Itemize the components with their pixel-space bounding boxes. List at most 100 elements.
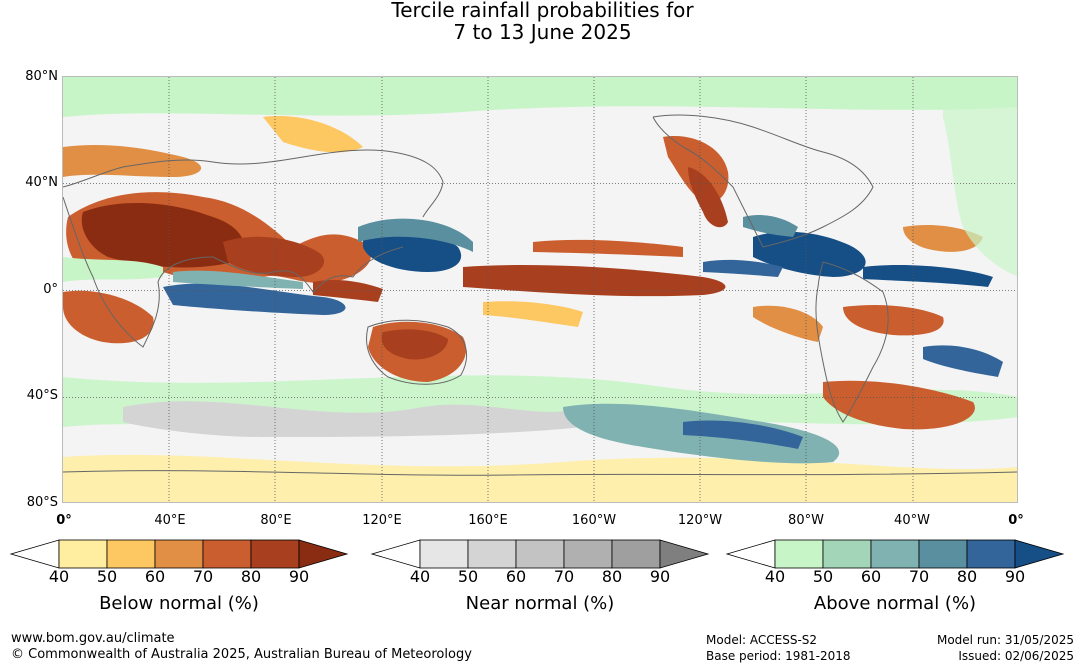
region-near-normal-south xyxy=(123,401,583,437)
region-below-normal-arabia xyxy=(223,236,325,277)
region-above-normal-south-atlantic xyxy=(923,345,1003,377)
region-below-normal-europe xyxy=(63,145,202,177)
legend-below-swatch-3 xyxy=(154,539,204,569)
footer-url: www.bom.gov.au/climate xyxy=(11,631,175,646)
legend-above-swatch-1 xyxy=(774,539,824,569)
legend-near-tick-60: 60 xyxy=(505,567,527,586)
region-below-normal-south-atlantic xyxy=(823,380,975,430)
coastlines xyxy=(63,114,1017,476)
legend-above-colorbar xyxy=(725,539,1065,569)
region-below-normal-equatorial-pacific xyxy=(463,265,726,297)
lon-label-160e: 160°E xyxy=(468,513,508,528)
footer-copyright: © Commonwealth of Australia 2025, Austra… xyxy=(11,647,472,662)
legend-below-tick-70: 70 xyxy=(192,567,214,586)
coastline-south-asia xyxy=(212,246,404,293)
legend-near-caption: Near normal (%) xyxy=(465,593,615,614)
legend-below-swatch-2 xyxy=(106,539,156,569)
legend-above-swatch-5 xyxy=(966,539,1016,569)
legend-above-tick-90: 90 xyxy=(1004,567,1026,586)
region-below-normal-siberia xyxy=(263,116,363,153)
legend-above-caption: Above normal (%) xyxy=(813,593,977,614)
region-above-normal-philippine-sea-edge xyxy=(358,218,473,252)
legend-near-swatch-5 xyxy=(611,539,661,569)
legend-below-swatch-low xyxy=(9,539,60,569)
lon-label-120e: 120°E xyxy=(362,513,402,528)
legend-near-tick-40: 40 xyxy=(409,567,431,586)
region-below-normal-indonesia xyxy=(313,279,383,302)
footer-base-period: Base period: 1981-2018 xyxy=(706,649,851,663)
legend-above-swatch-high xyxy=(1014,539,1065,569)
legend-above-swatch-3 xyxy=(870,539,920,569)
legend-above-swatch-4 xyxy=(918,539,968,569)
legend-above-swatch-low xyxy=(725,539,776,569)
region-below-normal-north-atlantic xyxy=(903,225,983,252)
map-graphic xyxy=(63,77,1017,502)
legend-below-tick-90: 90 xyxy=(288,567,310,586)
legend-below-swatch-high xyxy=(298,539,349,569)
map-title-line-1: Tercile rainfall probabilities for xyxy=(391,0,694,22)
legend-above-normal xyxy=(725,539,1065,569)
legend-below-swatch-4 xyxy=(202,539,252,569)
region-above-normal-indian-ocean xyxy=(163,283,346,315)
region-above-normal-gulf xyxy=(743,215,798,237)
lat-label-80n: 80°N xyxy=(25,69,58,84)
region-above-normal-east-pacific xyxy=(703,259,783,277)
lon-label-160w: 160°W xyxy=(571,513,617,528)
lon-label-0-left: 0° xyxy=(56,513,72,528)
region-below-normal-brazil xyxy=(843,305,944,336)
legend-near-swatch-1 xyxy=(419,539,469,569)
legend-near-colorbar xyxy=(370,539,710,569)
legend-above-tick-60: 60 xyxy=(860,567,882,586)
legend-near-normal xyxy=(370,539,710,569)
legend-near-tick-80: 80 xyxy=(601,567,623,586)
legend-below-swatch-5 xyxy=(250,539,300,569)
footer-model: Model: ACCESS-S2 xyxy=(706,633,818,647)
region-below-normal-north-pacific-band xyxy=(533,239,683,257)
legend-near-swatch-low xyxy=(370,539,421,569)
legend-above-tick-40: 40 xyxy=(764,567,786,586)
coastline-australia xyxy=(366,319,468,385)
legend-above-tick-70: 70 xyxy=(908,567,930,586)
region-above-normal-atlantic-itcz xyxy=(863,265,993,287)
legend-below-tick-40: 40 xyxy=(48,567,70,586)
region-above-normal-arctic xyxy=(63,77,1017,117)
legend-above-tick-50: 50 xyxy=(812,567,834,586)
footer-issued: Issued: 02/06/2025 xyxy=(958,649,1074,663)
footer-model-run: Model run: 31/05/2025 xyxy=(936,633,1074,647)
region-below-normal-sahara-core xyxy=(81,202,244,268)
legend-near-tick-90: 90 xyxy=(649,567,671,586)
region-below-normal-south-pacific xyxy=(483,301,583,327)
legend-below-colorbar xyxy=(9,539,349,569)
coastline-antarctica xyxy=(63,470,1017,476)
lon-label-120w: 120°W xyxy=(677,513,723,528)
lat-label-40n: 40°N xyxy=(25,175,58,190)
legend-below-caption: Below normal (%) xyxy=(99,593,259,614)
legend-below-tick-50: 50 xyxy=(96,567,118,586)
legend-below-tick-80: 80 xyxy=(240,567,262,586)
lat-label-80s: 80°S xyxy=(26,495,58,510)
legend-above-tick-80: 80 xyxy=(956,567,978,586)
lon-label-40e: 40°E xyxy=(154,513,186,528)
lon-label-80e: 80°E xyxy=(260,513,292,528)
rainfall-probability-map xyxy=(62,76,1018,503)
region-above-normal-east-atlantic xyxy=(943,77,1017,277)
graticule xyxy=(63,77,1017,502)
region-below-normal-southeast-pacific xyxy=(753,305,823,342)
coastline-north-america xyxy=(652,114,874,248)
lat-label-40s: 40°S xyxy=(26,388,58,403)
legend-near-tick-50: 50 xyxy=(457,567,479,586)
region-below-normal-western-us xyxy=(688,167,728,228)
legend-near-swatch-2 xyxy=(467,539,517,569)
lon-label-0-right: 0° xyxy=(1008,513,1024,528)
coastline-africa xyxy=(63,196,214,348)
legend-below-tick-60: 60 xyxy=(144,567,166,586)
lon-label-40w: 40°W xyxy=(894,513,930,528)
region-above-normal-central-america xyxy=(753,231,866,277)
lon-label-80w: 80°W xyxy=(788,513,824,528)
map-title-line-2: 7 to 13 June 2025 xyxy=(453,20,632,44)
legend-near-swatch-4 xyxy=(563,539,613,569)
legend-below-normal xyxy=(9,539,349,569)
legend-below-swatch-1 xyxy=(58,539,108,569)
coastline-south-america xyxy=(815,261,889,423)
region-below-normal-antarctic xyxy=(63,454,1017,502)
